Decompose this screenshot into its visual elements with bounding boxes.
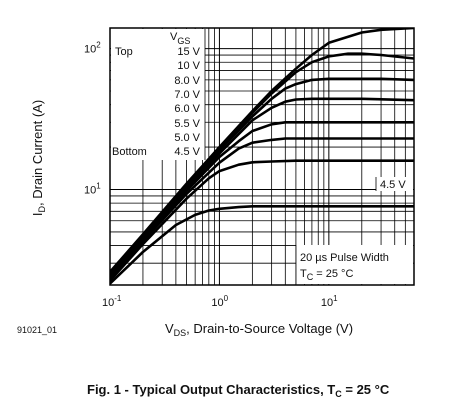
y-axis-title: ID, Drain Current (A): [30, 100, 47, 216]
x-axis-title: VDS, Drain-to-Source Voltage (V): [165, 321, 353, 338]
curve-5-5-v: [110, 137, 414, 279]
legend-entry: 10 V: [177, 60, 200, 72]
y-tick-labels: 101 102: [84, 41, 101, 197]
legend: VGS Top Bottom 15 V 10 V 8.0 V 7.0 V 6.0…: [112, 31, 201, 158]
legend-bottom-label: Bottom: [112, 146, 147, 158]
legend-entry: 7.0 V: [174, 89, 200, 101]
curve-group: [110, 28, 414, 285]
y-tick-label: 101: [84, 181, 101, 196]
figure-caption: Fig. 1 - Typical Output Characteristics,…: [87, 382, 390, 399]
curve-4-5-v: [110, 205, 414, 285]
curve-5-0-v: [110, 159, 414, 282]
legend-entry: 5.0 V: [174, 132, 200, 144]
x-tick-label: 101: [321, 294, 338, 309]
figure-id: 91021_01: [17, 325, 57, 335]
curve-label-4-5v: 4.5 V: [380, 179, 406, 191]
legend-entry: 4.5 V: [174, 146, 200, 158]
legend-header: VGS: [170, 31, 190, 46]
legend-entry: 15 V: [177, 46, 200, 58]
curve-label-mask: [376, 177, 413, 191]
legend-entry: 6.0 V: [174, 103, 200, 115]
legend-entry: 8.0 V: [174, 75, 200, 87]
curve-7-0-v: [110, 97, 414, 277]
legend-entry: 5.5 V: [174, 118, 200, 130]
pulse-width-label: 20 µs Pulse Width: [300, 252, 389, 264]
tc-label: TC = 25 °C: [300, 268, 353, 282]
curve-6-0-v: [110, 121, 414, 278]
plot-frame: [109, 27, 415, 286]
condition-box: [296, 245, 413, 284]
legend-mask: [111, 29, 205, 160]
x-tick-labels: 10-1 100 101: [102, 294, 338, 309]
legend-top-label: Top: [115, 46, 133, 58]
x-tick-label: 100: [211, 294, 228, 309]
y-tick-label: 102: [84, 41, 101, 56]
x-tick-label: 10-1: [102, 294, 122, 309]
